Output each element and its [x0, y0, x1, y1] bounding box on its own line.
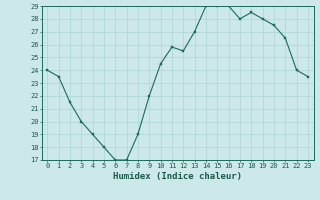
X-axis label: Humidex (Indice chaleur): Humidex (Indice chaleur) — [113, 172, 242, 181]
